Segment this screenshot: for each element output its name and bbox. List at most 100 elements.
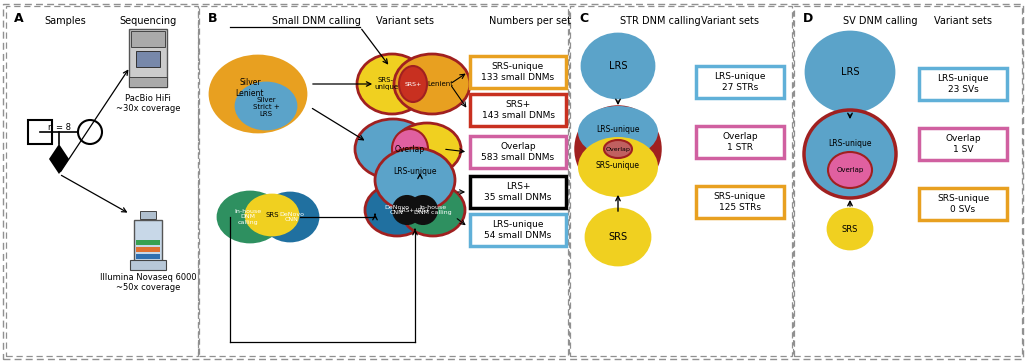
Ellipse shape (401, 184, 465, 236)
Bar (470, 56, 566, 88)
Text: n = 8: n = 8 (48, 122, 72, 131)
Text: Variant sets: Variant sets (701, 16, 759, 26)
Bar (28, 120, 52, 144)
Bar (199, 6, 568, 356)
Text: Illumina Novaseq 6000
~50x coverage: Illumina Novaseq 6000 ~50x coverage (100, 273, 196, 292)
Text: Silver
Strict +
LRS: Silver Strict + LRS (253, 97, 279, 117)
Ellipse shape (394, 54, 470, 114)
Text: Variant sets: Variant sets (934, 16, 992, 26)
Ellipse shape (582, 34, 654, 98)
Ellipse shape (393, 123, 461, 175)
Ellipse shape (218, 192, 282, 242)
Text: PacBio HiFi
~30x coverage: PacBio HiFi ~30x coverage (116, 94, 181, 113)
Text: Samples: Samples (44, 16, 86, 26)
Bar (696, 186, 784, 218)
Text: Sequencing: Sequencing (119, 16, 177, 26)
Text: LRS: LRS (841, 67, 860, 77)
Text: SRS: SRS (608, 232, 627, 242)
Ellipse shape (246, 195, 298, 235)
Text: SRS-unique
0 SVs: SRS-unique 0 SVs (937, 194, 989, 214)
Bar (129, 77, 167, 87)
Ellipse shape (236, 83, 296, 129)
Bar (470, 136, 566, 168)
Ellipse shape (78, 120, 102, 144)
Ellipse shape (262, 193, 318, 241)
Ellipse shape (804, 110, 896, 198)
Bar (136, 51, 160, 67)
Ellipse shape (393, 196, 421, 224)
Text: SRS: SRS (265, 212, 278, 218)
Bar (696, 66, 784, 98)
Text: LRS+: LRS+ (400, 207, 415, 212)
Bar (919, 68, 1007, 100)
Text: Lenient: Lenient (427, 81, 453, 87)
Text: SRS-unique
133 small DNMs: SRS-unique 133 small DNMs (482, 62, 555, 82)
Ellipse shape (578, 137, 658, 197)
Bar (131, 31, 165, 47)
Text: Silver
Lenient: Silver Lenient (236, 78, 264, 98)
Ellipse shape (578, 106, 658, 158)
Ellipse shape (365, 184, 429, 236)
Ellipse shape (210, 56, 306, 132)
Text: B: B (208, 12, 218, 25)
Text: D: D (803, 12, 813, 25)
Text: Small DNM calling: Small DNM calling (272, 16, 360, 26)
Ellipse shape (576, 107, 660, 191)
Ellipse shape (586, 209, 650, 265)
Text: Overlap
1 SV: Overlap 1 SV (945, 134, 981, 154)
Text: SRS-unique: SRS-unique (596, 161, 640, 171)
Text: Numbers per set: Numbers per set (489, 16, 571, 26)
Text: SRS+: SRS+ (405, 81, 422, 87)
Text: LRS-unique: LRS-unique (828, 139, 872, 148)
Bar (136, 254, 160, 259)
Text: LRS+
35 small DNMs: LRS+ 35 small DNMs (485, 182, 551, 202)
Text: SRS-
unique: SRS- unique (374, 77, 398, 90)
Text: Overlap: Overlap (395, 144, 425, 153)
Text: SRS: SRS (842, 224, 859, 233)
Ellipse shape (400, 66, 427, 102)
Text: SRS+
143 small DNMs: SRS+ 143 small DNMs (482, 100, 555, 120)
Ellipse shape (828, 209, 872, 249)
Text: DeNovo
CNN: DeNovo CNN (384, 205, 410, 215)
Bar (794, 6, 1022, 356)
Ellipse shape (375, 148, 455, 212)
Text: LRS-unique
27 STRs: LRS-unique 27 STRs (714, 72, 766, 92)
Text: Overlap
583 small DNMs: Overlap 583 small DNMs (482, 142, 555, 162)
Bar (136, 247, 160, 252)
Bar (140, 211, 156, 219)
Text: SV DNM calling: SV DNM calling (843, 16, 917, 26)
Bar (6, 6, 198, 356)
Text: Overlap: Overlap (606, 147, 631, 152)
Text: A: A (14, 12, 24, 25)
Polygon shape (49, 144, 69, 174)
Bar (696, 126, 784, 158)
Text: LRS-unique
54 small DNMs: LRS-unique 54 small DNMs (485, 220, 551, 240)
Ellipse shape (806, 32, 893, 112)
Ellipse shape (604, 140, 632, 158)
Text: DeNovo
CNN: DeNovo CNN (279, 212, 304, 222)
Text: LRS-unique: LRS-unique (597, 126, 640, 135)
Text: Variant sets: Variant sets (376, 16, 434, 26)
Ellipse shape (357, 54, 427, 114)
Text: In-house
DNM calling: In-house DNM calling (414, 205, 452, 215)
Bar (570, 6, 792, 356)
Bar (919, 128, 1007, 160)
Bar (470, 94, 566, 126)
Bar (136, 240, 160, 245)
Bar (129, 29, 167, 87)
Ellipse shape (392, 129, 428, 169)
Bar (134, 220, 162, 262)
Bar (470, 176, 566, 208)
Bar (130, 260, 166, 270)
Text: Overlap: Overlap (836, 167, 864, 173)
Text: C: C (579, 12, 588, 25)
Ellipse shape (355, 119, 431, 179)
Bar (470, 214, 566, 246)
Text: LRS-unique: LRS-unique (393, 168, 436, 177)
Text: LRS+: LRS+ (416, 207, 430, 212)
Text: SRS-unique
125 STRs: SRS-unique 125 STRs (714, 192, 766, 212)
Text: LRS: LRS (609, 61, 627, 71)
Text: Overlap
1 STR: Overlap 1 STR (722, 132, 758, 152)
Text: LRS-unique
23 SVs: LRS-unique 23 SVs (938, 74, 989, 94)
Text: In-house
DNM
calling: In-house DNM calling (234, 209, 262, 225)
